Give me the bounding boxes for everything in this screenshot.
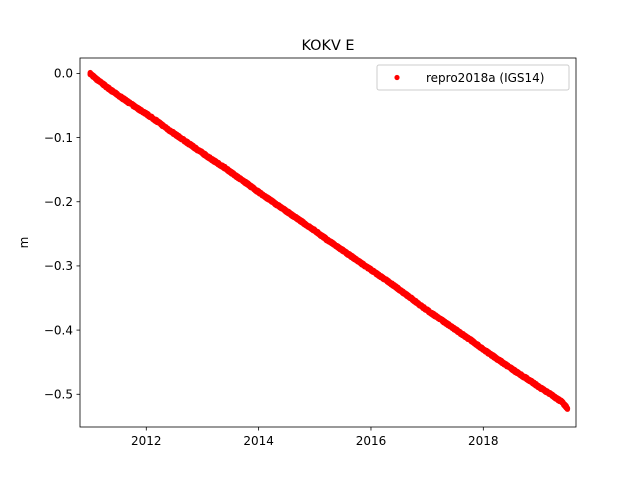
data-point: [402, 290, 408, 297]
data-point: [564, 405, 571, 411]
data-point: [503, 362, 509, 368]
data-point: [244, 181, 250, 187]
data-point: [177, 134, 183, 141]
data-point: [379, 274, 385, 281]
data-point: [256, 189, 262, 195]
data-point: [300, 220, 307, 226]
legend-label: repro2018a (IGS14): [426, 71, 544, 85]
data-point: [458, 330, 464, 336]
data-point: [435, 315, 441, 321]
data-point: [548, 391, 554, 397]
data-point: [93, 75, 99, 82]
data-point: [390, 282, 397, 288]
chart-title: KOKV E: [302, 38, 355, 54]
y-tick-label: −0.5: [44, 388, 73, 402]
data-point: [323, 236, 329, 242]
data-point: [357, 259, 363, 265]
data-point: [525, 376, 531, 383]
data-point: [514, 369, 520, 376]
data-point: [101, 82, 107, 88]
data-point: [87, 70, 93, 77]
data-point: [109, 88, 116, 94]
x-tick-label: 2016: [356, 434, 387, 448]
data-point: [480, 346, 486, 352]
data-point: [278, 204, 284, 211]
y-axis-label: m: [17, 237, 31, 249]
data-point: [334, 244, 340, 250]
data-point: [345, 251, 352, 257]
data-point: [469, 338, 475, 344]
x-axis: 2012 2014 2016 2018: [131, 427, 499, 448]
x-tick-label: 2012: [131, 434, 162, 448]
data-point: [312, 228, 318, 234]
data-point: [166, 127, 172, 133]
legend-box: [376, 64, 570, 91]
y-tick-label: −0.3: [44, 259, 73, 273]
data-point: [267, 197, 273, 203]
data-point: [233, 173, 239, 179]
data-point: [368, 267, 374, 273]
data-point: [447, 323, 453, 329]
legend-marker: [394, 74, 400, 81]
data-point: [413, 299, 419, 305]
data-point: [559, 399, 565, 405]
plot-frame: [79, 57, 577, 428]
data-point: [132, 104, 138, 110]
data-point: [121, 96, 127, 102]
data-point: [154, 118, 161, 125]
legend: repro2018a (IGS14): [376, 64, 570, 91]
y-tick-label: −0.1: [44, 131, 73, 145]
x-tick-label: 2018: [468, 434, 499, 448]
y-tick-label: −0.2: [44, 195, 73, 209]
data-point: [211, 158, 217, 164]
data-point: [289, 212, 295, 218]
data-point: [491, 354, 498, 360]
y-tick-label: −0.4: [44, 323, 73, 337]
data-point: [188, 142, 194, 148]
data-points: [87, 69, 571, 412]
data-point: [536, 384, 543, 390]
x-tick-label: 2014: [243, 434, 274, 448]
data-point: [199, 150, 206, 156]
data-point: [143, 111, 149, 117]
data-point: [222, 165, 228, 171]
data-point: [424, 307, 430, 313]
y-tick-label: 0.0: [54, 67, 73, 81]
y-axis: 0.0 −0.1 −0.2 −0.3 −0.4 −0.5: [44, 67, 80, 402]
